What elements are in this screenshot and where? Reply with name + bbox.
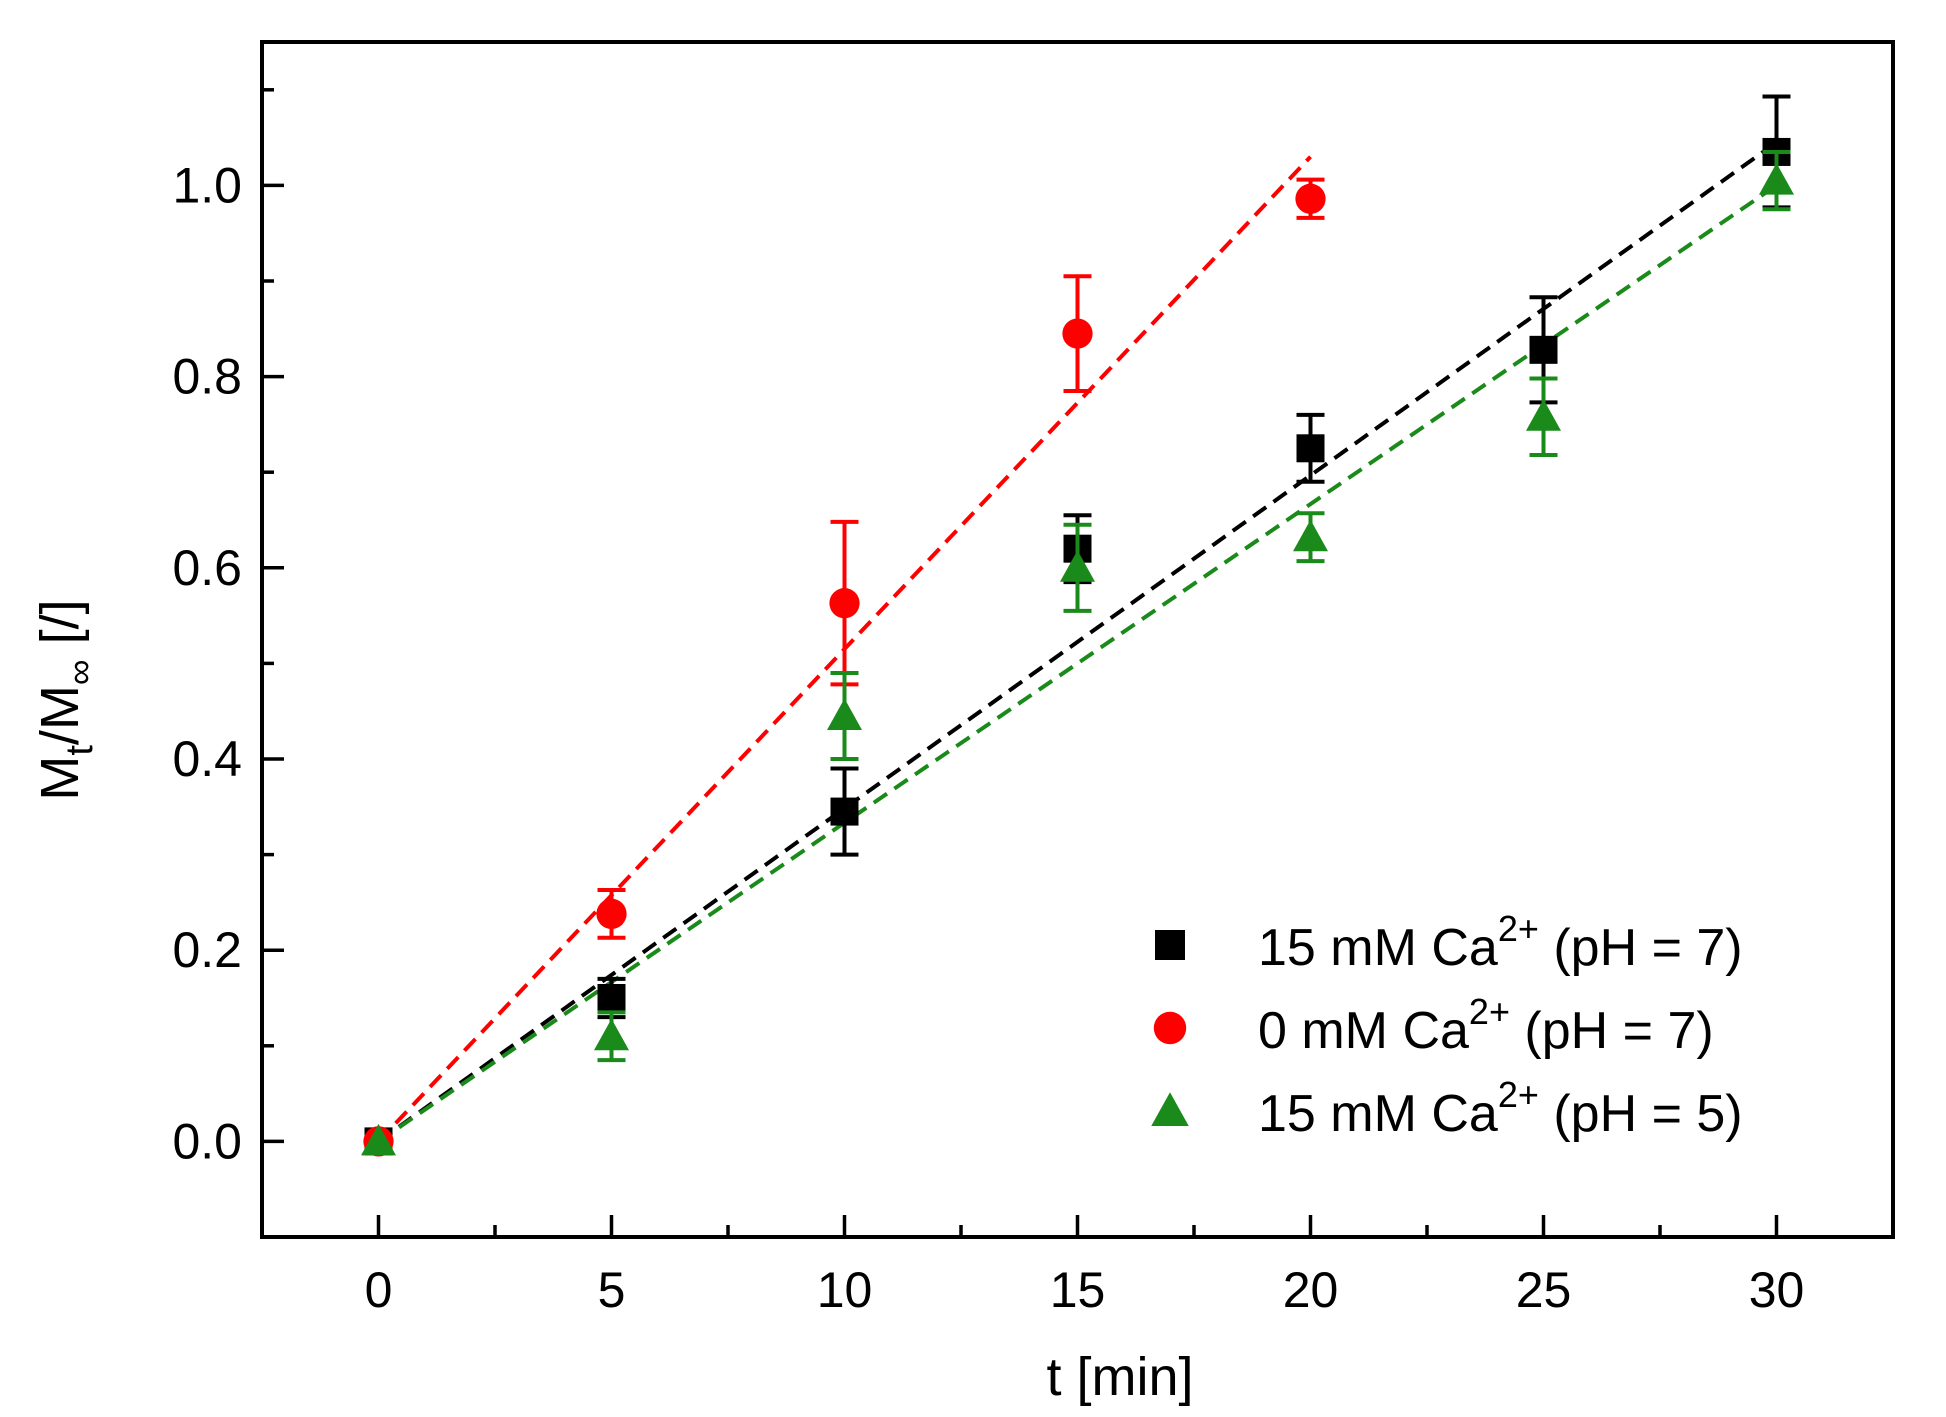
y-tick-label: 0.6 — [172, 540, 242, 596]
axes: 0 5 10 15 20 25 30 0.0 0.2 0.4 0.6 0.8 1.0 — [172, 40, 1895, 1318]
data-point-triangle — [1526, 399, 1561, 431]
legend-label-condition: (pH = 7) — [1539, 919, 1743, 977]
x-tick-label: 20 — [1283, 1262, 1339, 1318]
data-point-triangle — [1060, 550, 1095, 582]
legend-label-superscript: 2+ — [1498, 908, 1539, 949]
legend-label-superscript: 2+ — [1498, 1074, 1539, 1115]
data-point-circle — [1153, 1011, 1187, 1045]
y-tick-label: 0.8 — [172, 349, 242, 405]
data-point-triangle — [827, 698, 862, 730]
legend-label-text: 15 mM Ca — [1258, 1085, 1498, 1143]
x-tick-label: 15 — [1050, 1262, 1106, 1318]
plot-area — [361, 94, 1794, 1157]
legend-label: 15 mM Ca2+ (pH = 5) — [1258, 1074, 1743, 1143]
y-axis-title-sub-t: t — [59, 745, 101, 756]
data-point-circle — [1295, 183, 1326, 214]
data-point-square — [1155, 930, 1185, 960]
legend-label-superscript: 2+ — [1469, 991, 1510, 1032]
data-point-circle — [596, 898, 627, 929]
x-tick-label: 25 — [1516, 1262, 1572, 1318]
y-axis-title: Mt/M∞ [/] — [30, 599, 101, 800]
data-point-square — [597, 984, 626, 1012]
data-point-triangle — [1151, 1092, 1189, 1126]
x-tick-label: 0 — [365, 1262, 393, 1318]
data-point-circle — [829, 588, 860, 619]
legend-label-text: 15 mM Ca — [1258, 919, 1498, 977]
x-tick-label: 5 — [598, 1262, 626, 1318]
x-tick-label: 30 — [1749, 1262, 1805, 1318]
y-tick-label: 0.4 — [172, 731, 242, 787]
data-point-square — [830, 797, 859, 826]
x-tick-label: 10 — [817, 1262, 873, 1318]
y-tick-label: 0.0 — [172, 1113, 242, 1169]
data-point-square — [1529, 335, 1558, 364]
data-point-triangle — [1759, 163, 1794, 195]
legend-label: 15 mM Ca2+ (pH = 7) — [1258, 908, 1743, 977]
legend-label: 0 mM Ca2+ (pH = 7) — [1258, 991, 1714, 1060]
legend-label-text: 0 mM Ca — [1258, 1002, 1469, 1060]
data-point-square — [1296, 434, 1325, 463]
y-axis-title-main: M — [30, 756, 90, 801]
legend-label-condition: (pH = 7) — [1510, 1002, 1714, 1060]
data-point-triangle — [1293, 519, 1328, 552]
y-tick-label: 1.0 — [172, 157, 242, 213]
y-axis-title-slash: /M — [30, 685, 90, 745]
y-tick-label: 0.2 — [172, 922, 242, 978]
y-axis-title-sub-inf: ∞ — [59, 659, 100, 685]
data-point-triangle — [361, 1123, 396, 1156]
data-point-circle — [1062, 318, 1093, 349]
data-point-triangle — [594, 1018, 629, 1051]
legend-label-condition: (pH = 5) — [1539, 1085, 1743, 1143]
legend: 15 mM Ca2+ (pH = 7)0 mM Ca2+ (pH = 7)15 … — [1151, 908, 1743, 1143]
y-axis-title-unit: [/] — [30, 599, 90, 659]
x-axis-title: t [min] — [1046, 1347, 1193, 1407]
